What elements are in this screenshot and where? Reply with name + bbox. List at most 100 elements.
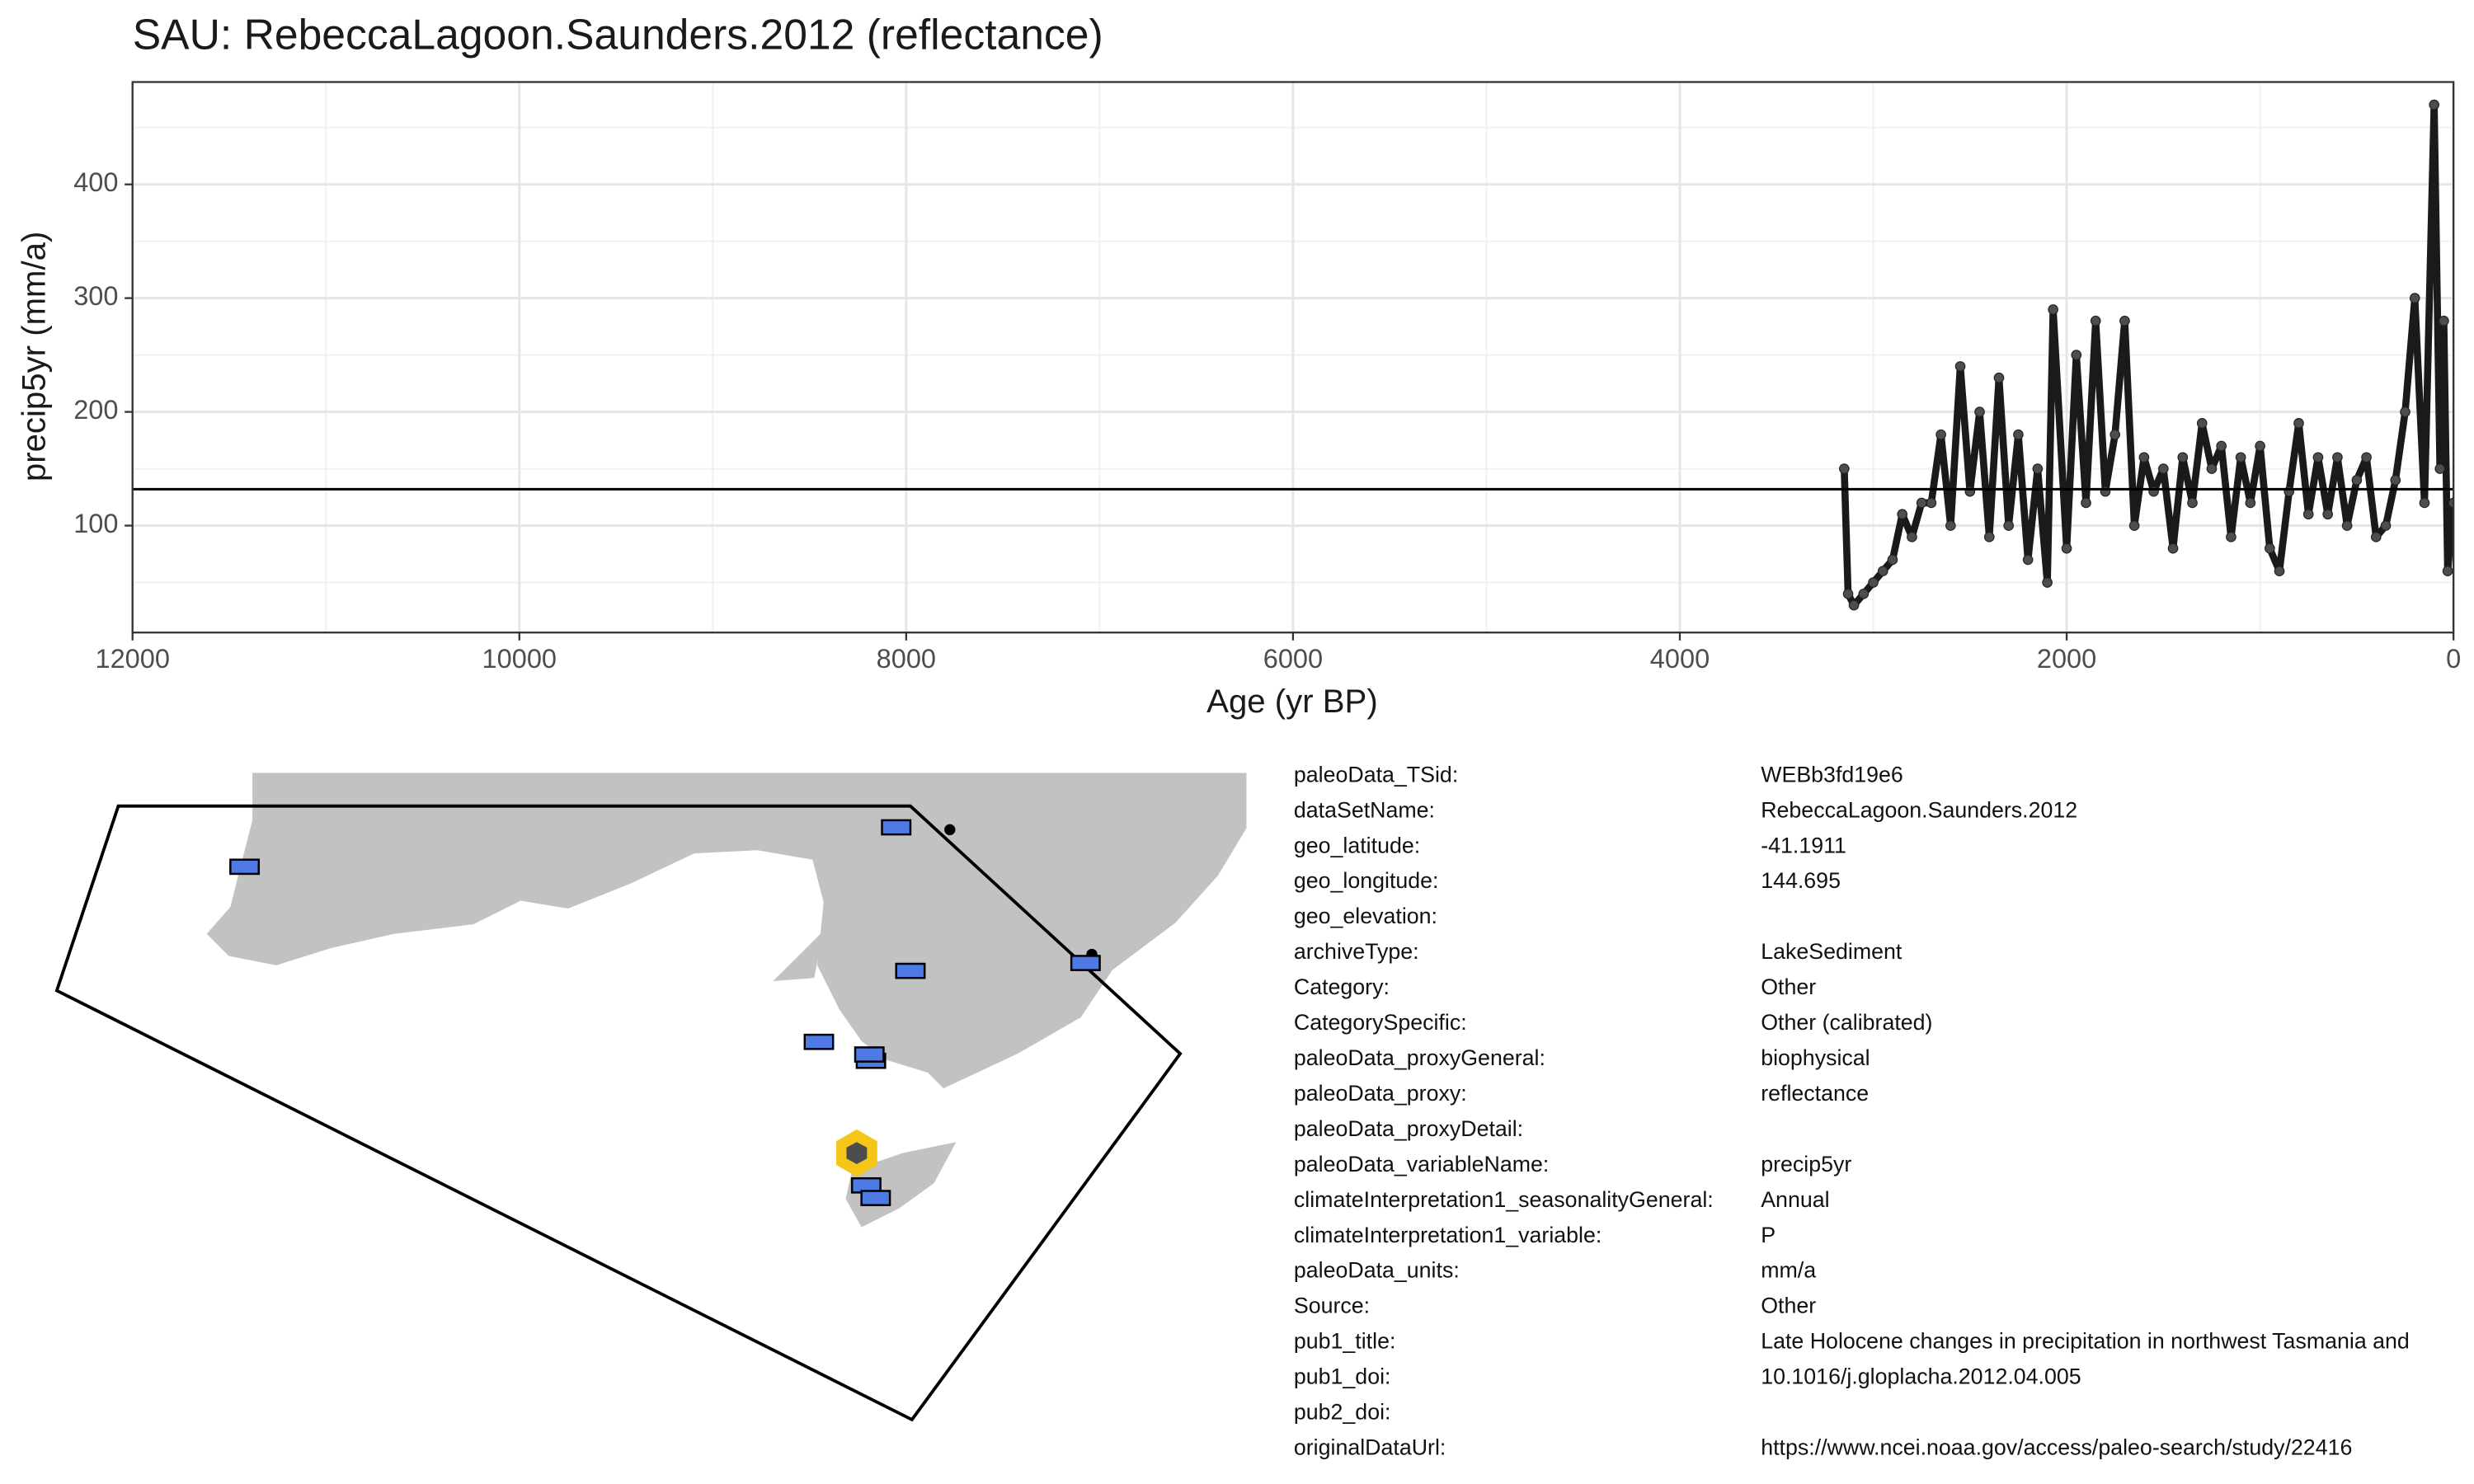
metadata-key: paleoData_proxyDetail: (1294, 1116, 1523, 1141)
y-tick-label: 200 (73, 395, 118, 425)
data-point (2400, 406, 2411, 417)
data-point (2341, 520, 2353, 531)
chart-title: SAU: RebeccaLagoon.Saunders.2012 (reflec… (133, 11, 1103, 59)
y-tick-label: 300 (73, 281, 118, 311)
data-point (1954, 361, 1966, 372)
site-marker (881, 819, 912, 836)
metadata-key: paleoData_variableName: (1294, 1152, 1549, 1176)
site-marker (229, 858, 261, 876)
x-tick-label: 2000 (2037, 644, 2096, 674)
metadata-value: LakeSediment (1761, 939, 1903, 964)
metadata-value: https://www.ncei.noaa.gov/access/paleo-s… (1761, 1435, 2352, 1460)
data-point (1839, 463, 1850, 474)
data-point (1974, 406, 1985, 417)
data-point (2158, 463, 2169, 474)
data-point (1945, 520, 1956, 531)
data-point (2022, 554, 2034, 566)
data-point (2380, 520, 2392, 531)
data-point (1848, 599, 1860, 611)
metadata-key: paleoData_units: (1294, 1258, 1460, 1283)
data-point (2048, 304, 2058, 315)
data-point (2226, 532, 2236, 542)
data-point (1897, 509, 1908, 520)
data-point (2187, 497, 2198, 509)
data-point (1887, 554, 1898, 566)
metadata-value: precip5yr (1761, 1152, 1851, 1176)
x-tick-label: 6000 (1263, 644, 1323, 674)
x-tick-label: 10000 (482, 644, 557, 674)
data-point (2274, 566, 2285, 577)
data-point (2371, 532, 2382, 542)
data-point (1983, 532, 1995, 542)
site-marker (1070, 955, 1101, 971)
metadata-key: Category: (1294, 974, 1390, 999)
data-point (2032, 463, 2044, 474)
data-point (2235, 452, 2246, 463)
data-point (2361, 452, 2372, 463)
metadata-value: Annual (1761, 1187, 1829, 1212)
y-axis-title: precip5yr (mm/a) (16, 232, 53, 481)
metadata-key: geo_longitude: (1294, 868, 1439, 893)
site-marker (803, 1033, 835, 1050)
site-marker (854, 1046, 885, 1063)
data-point (2255, 440, 2265, 452)
data-point (1993, 372, 2005, 383)
metadata-key: dataSetName: (1294, 797, 1435, 822)
data-point (2312, 452, 2324, 463)
data-point (2322, 509, 2333, 520)
metadata-key: pub1_title: (1294, 1329, 1396, 1354)
y-tick-label: 100 (73, 509, 118, 538)
data-point (1842, 588, 1854, 599)
metadata-key: pub2_doi: (1294, 1400, 1391, 1425)
data-point (2390, 475, 2401, 486)
data-point (2109, 429, 2121, 440)
metadata-value: Other (1761, 974, 1816, 999)
metadata-key: climateInterpretation1_variable: (1294, 1223, 1602, 1247)
metadata-key: pub1_doi: (1294, 1364, 1391, 1389)
x-tick-label: 0 (2446, 644, 2461, 674)
metadata-key: geo_elevation: (1294, 904, 1437, 928)
data-point (2196, 418, 2208, 429)
selected-site (846, 1142, 868, 1164)
data-point (2434, 463, 2446, 474)
x-tick-label: 12000 (96, 644, 170, 674)
data-point (2442, 566, 2453, 577)
site-marker (895, 962, 926, 979)
metadata-value: 10.1016/j.gloplacha.2012.04.005 (1761, 1364, 2081, 1389)
data-point (2081, 497, 2091, 509)
metadata-key: paleoData_proxy: (1294, 1081, 1467, 1106)
data-point (2448, 497, 2454, 509)
data-point (2429, 99, 2439, 110)
metadata-value: Other (calibrated) (1761, 1010, 1932, 1035)
map (54, 773, 1247, 1422)
data-point (2177, 452, 2189, 463)
data-point (1907, 532, 1917, 542)
data-point (2013, 429, 2024, 440)
data-point (2293, 418, 2304, 429)
data-point (2138, 452, 2150, 463)
data-point (2302, 509, 2314, 520)
data-point (2090, 315, 2101, 326)
data-point (1935, 429, 1946, 440)
data-point (2119, 315, 2130, 326)
metadata-value: mm/a (1761, 1258, 1816, 1283)
x-axis-title: Age (yr BP) (1206, 683, 1378, 720)
data-point (1868, 577, 1879, 588)
x-tick-label: 8000 (877, 644, 936, 674)
metadata-key: Source: (1294, 1294, 1370, 1318)
data-point (2003, 520, 2015, 531)
metadata-value: 144.695 (1761, 868, 1841, 893)
metadata-table: paleoData_TSid: WEBb3fd19e6 dataSetName: Re… (1294, 762, 2410, 1459)
data-point (2332, 452, 2343, 463)
metadata-value: Other (1761, 1294, 1816, 1318)
metadata-key: geo_latitude: (1294, 833, 1420, 857)
y-tick-label: 400 (73, 167, 118, 197)
site-marker (860, 1190, 891, 1206)
metadata-value: P (1761, 1223, 1776, 1247)
data-point (2245, 497, 2256, 509)
data-point (2265, 542, 2275, 554)
data-point (2216, 440, 2227, 452)
data-point (2439, 315, 2449, 326)
